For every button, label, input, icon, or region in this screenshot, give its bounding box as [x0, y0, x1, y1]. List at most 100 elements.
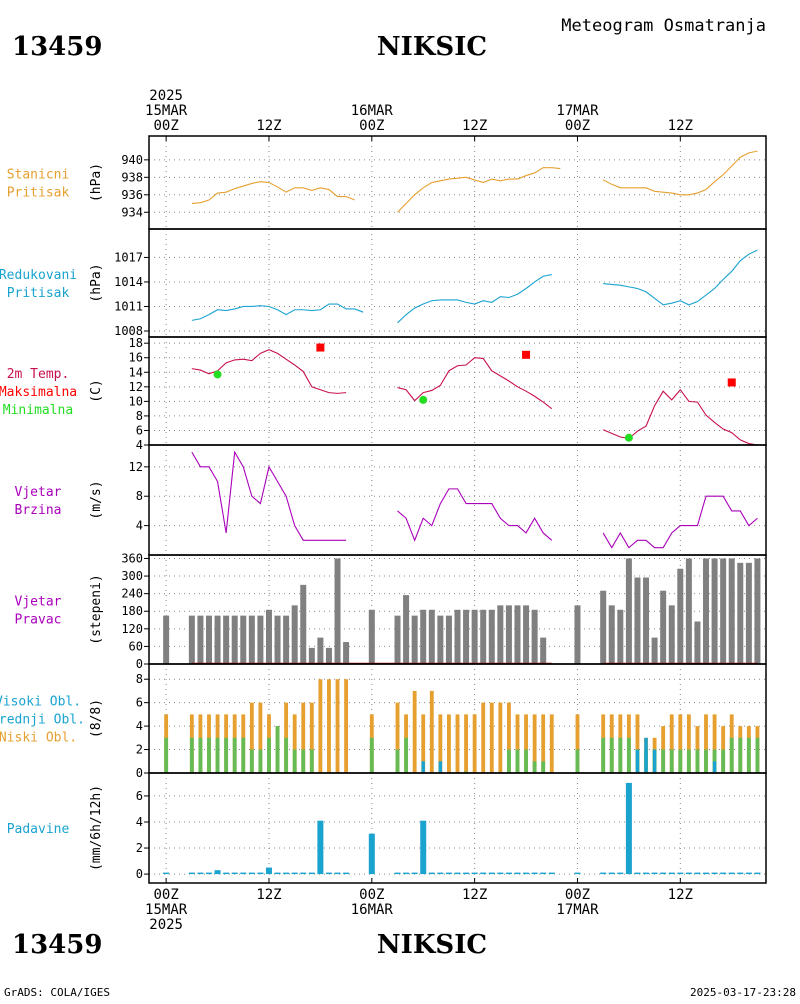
clouds-bar: [421, 714, 426, 773]
clouds-bar: [267, 737, 271, 773]
clouds-bar: [292, 749, 297, 773]
y-unit-label: (stepeni): [89, 574, 104, 644]
series-group: [191, 343, 758, 445]
clouds-bar: [464, 714, 468, 773]
y-tick-label: 8: [136, 409, 143, 423]
wind-direction-bar: [403, 595, 410, 664]
precipitation-bar: [737, 872, 744, 875]
panel-label-line: Maksimalna: [0, 385, 77, 400]
clouds-bar: [549, 714, 554, 773]
wind-direction-bar: [540, 637, 547, 664]
bottom-axis-label: 12Z: [668, 887, 693, 903]
panel-reduced-pressure: 1008 1011 1014 1017 (hPa) Redukovani Pritisak: [0, 228, 767, 338]
clouds-bar: [721, 749, 726, 773]
wind-direction-bar: [214, 615, 221, 664]
clouds-bar: [258, 749, 263, 773]
clouds-bar: [489, 702, 494, 773]
panel-label-line: Redukovani: [0, 268, 77, 283]
panel-precipitation: 0 2 4 6 (mm/6h/12h) Padavine: [7, 772, 767, 884]
clouds-bar: [309, 749, 314, 773]
precipitation-bar: [214, 870, 221, 875]
clouds-bar: [575, 714, 580, 773]
wind-direction-bar: [523, 605, 530, 664]
panel-frame: [148, 135, 767, 230]
panel-label-line: Vjetar: [15, 595, 62, 610]
bottom-axis-label: 00Z: [359, 887, 384, 903]
panel-label-line: 2m Temp.: [7, 367, 70, 382]
precipitation-bar: [163, 872, 170, 875]
wind-direction-bar: [334, 558, 341, 664]
y-tick-label: 60: [129, 639, 143, 653]
clouds-bar: [249, 702, 254, 773]
precipitation-bar: [265, 867, 272, 875]
clouds-bar: [541, 714, 546, 773]
y-tick-label: 940: [121, 153, 143, 167]
precipitation-bar: [343, 872, 350, 875]
y-tick-label: 18: [129, 336, 143, 350]
station-pressure-line: [602, 150, 758, 196]
timestamp-text: 2025-03-17-23:28: [690, 986, 796, 999]
series-group: [164, 679, 760, 773]
top-axis-label: 00Z: [565, 118, 590, 134]
precipitation-bar: [608, 872, 615, 875]
precipitation-bar: [531, 872, 538, 875]
wind-direction-bar: [163, 615, 170, 664]
clouds-bar: [301, 702, 306, 773]
wind-direction-bar: [488, 609, 495, 664]
panel-label-line: Pritisak: [7, 186, 70, 201]
wind-direction-bar: [497, 605, 504, 664]
precipitation-bar: [231, 872, 238, 875]
series-group: [163, 782, 761, 875]
precipitation-bar: [223, 872, 230, 875]
precipitation-bar: [660, 872, 667, 875]
precipitation-bar: [248, 872, 255, 875]
y-unit-label: (C): [89, 379, 104, 402]
clouds-bar: [686, 749, 691, 773]
bottom-axis-label: 17MAR: [556, 902, 599, 918]
y-tick-label: 4: [136, 815, 143, 829]
y-tick-label: 0: [136, 657, 143, 671]
series-group: [191, 450, 758, 549]
panel-label-line: Pravac: [15, 613, 62, 628]
credit-text: GrADS: COLA/IGES: [4, 986, 110, 999]
precipitation-bar: [720, 872, 727, 875]
precipitation-bar: [600, 872, 607, 875]
clouds-bar: [207, 737, 211, 773]
wind-direction-bar: [660, 590, 667, 664]
clouds-bar: [532, 714, 537, 773]
panel-station-pressure: 934 936 938 940 (hPa) Stanicni Pritisak: [7, 135, 767, 230]
y-tick-label: 2: [136, 743, 143, 757]
clouds-bar: [327, 679, 331, 773]
precipitation-bar: [480, 872, 487, 875]
clouds-bar: [455, 714, 460, 773]
panel-label-line: Pritisak: [7, 286, 70, 301]
clouds-bar: [635, 714, 640, 773]
y-unit-label: (mm/6h/12h): [89, 785, 104, 871]
clouds-bar: [395, 702, 400, 773]
clouds-bar: [652, 749, 657, 773]
precipitation-bar: [197, 872, 204, 875]
precipitation-bar: [514, 872, 521, 875]
top-axis-label: 17MAR: [556, 103, 599, 119]
temperature-max-marker: [727, 378, 736, 387]
precipitation-bar: [403, 872, 410, 875]
panel-label-line: Niski Obl.: [0, 731, 77, 746]
wind-direction-bar: [600, 590, 607, 664]
top-axis-label: 12Z: [256, 118, 281, 134]
clouds-bar: [301, 749, 306, 773]
precipitation-bar: [257, 872, 264, 875]
wind-direction-bar: [420, 609, 427, 664]
wind-direction-bar: [677, 568, 684, 664]
clouds-bar: [678, 714, 683, 773]
clouds-bar: [335, 679, 340, 773]
panel-label-line: Brzina: [15, 503, 62, 518]
wind-speed-line: [602, 495, 758, 549]
clouds-bar: [164, 737, 169, 773]
clouds-bar: [215, 737, 220, 773]
wind-direction-bar: [317, 637, 324, 664]
wind-direction-bar: [394, 615, 401, 664]
station-name-bottom: NIKSIC: [377, 930, 487, 960]
wind-direction-bar: [471, 609, 478, 664]
precipitation-bar: [471, 872, 478, 875]
